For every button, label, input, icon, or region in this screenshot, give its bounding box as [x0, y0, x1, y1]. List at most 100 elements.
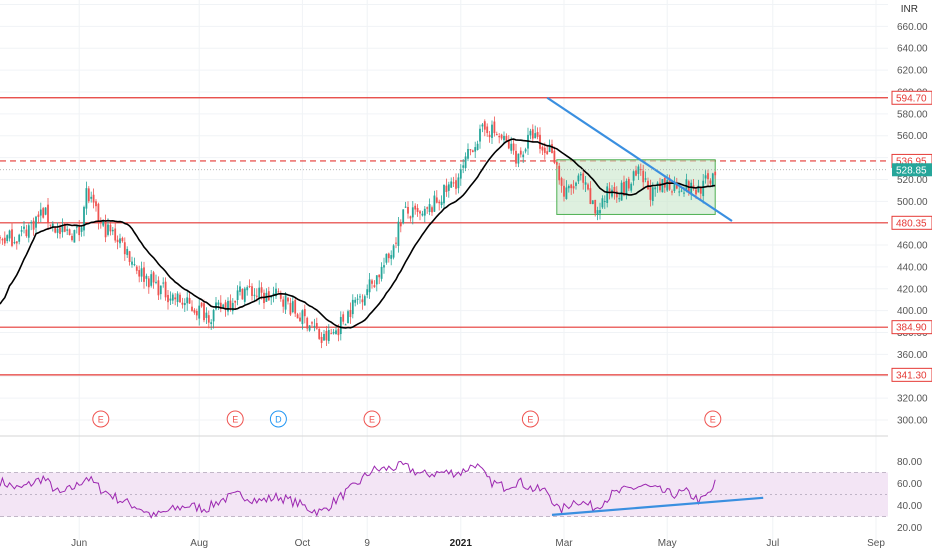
candle-body — [8, 230, 11, 239]
earnings-marker[interactable]: E — [704, 410, 722, 428]
candle-body — [243, 288, 246, 302]
candle-body — [327, 330, 330, 342]
price-tick-label: 360.00 — [897, 350, 928, 361]
event-circle — [704, 410, 722, 428]
candle-body — [515, 150, 517, 164]
candle-body — [301, 310, 304, 325]
level-price-label: 384.90 — [896, 323, 927, 334]
candle-body — [217, 302, 220, 305]
candle-body — [399, 222, 402, 227]
candle-body — [639, 169, 642, 171]
candle-body — [128, 251, 131, 262]
earnings-marker[interactable]: E — [92, 410, 110, 428]
candle-body — [18, 234, 21, 242]
candle-body — [488, 134, 491, 138]
candle-body — [83, 206, 85, 231]
candle-body — [512, 143, 515, 151]
dividend-marker[interactable]: D — [269, 410, 287, 428]
candle-body — [30, 222, 33, 224]
candle-body — [685, 179, 688, 191]
candle-body — [224, 302, 227, 310]
candle-body — [284, 295, 287, 310]
candle-body — [517, 153, 520, 164]
candle-body — [251, 286, 253, 296]
event-label: E — [527, 415, 533, 425]
level-price-label: 594.70 — [896, 93, 927, 104]
candle-body — [191, 306, 193, 311]
candle-body — [174, 297, 177, 300]
candle-body — [6, 235, 9, 241]
candle-body — [155, 281, 157, 283]
candle-body — [169, 298, 172, 301]
candle-body — [661, 179, 664, 193]
rsi-panel: 20.00 40.00 60.00 80.00 — [0, 457, 922, 534]
price-axis[interactable]: 300.00320.00340.00360.00380.00400.00420.… — [0, 22, 932, 427]
candle-body — [97, 203, 100, 223]
event-circle — [269, 410, 287, 428]
candle-body — [683, 192, 685, 194]
candle-body — [440, 201, 443, 205]
candle-body — [584, 182, 587, 185]
candle-body — [66, 229, 69, 231]
candle-body — [61, 225, 64, 233]
earnings-marker[interactable]: E — [226, 410, 244, 428]
candle-body — [68, 229, 71, 236]
price-tick-label: 460.00 — [897, 241, 928, 252]
candle-body — [613, 186, 616, 193]
earnings-marker[interactable]: E — [363, 410, 381, 428]
time-axis[interactable]: Jun Aug Oct 9 2021 Mar May Jul Sep — [71, 538, 885, 549]
candle-body — [567, 185, 570, 189]
candle-body — [620, 182, 623, 201]
candle-body — [157, 280, 160, 296]
candle-body — [207, 315, 210, 323]
candle-body — [587, 184, 589, 190]
candle-body — [73, 230, 76, 243]
candle-body — [457, 177, 460, 189]
candle-body — [445, 185, 448, 193]
candle-body — [44, 207, 47, 215]
candle-body — [575, 182, 577, 186]
candle-body — [483, 121, 486, 130]
candle-body — [699, 187, 702, 194]
candle-body — [0, 237, 1, 239]
candle-body — [104, 220, 107, 238]
candle-body — [330, 333, 333, 335]
candle-body — [15, 241, 18, 244]
candle-body — [464, 156, 467, 168]
candle-body — [486, 126, 489, 134]
candle-body — [543, 147, 546, 153]
event-circle — [521, 410, 539, 428]
candle-body — [536, 132, 539, 137]
candle-body — [23, 226, 25, 229]
price-trend-line — [546, 96, 733, 222]
candle-body — [131, 261, 133, 265]
candle-body — [231, 302, 234, 312]
earnings-marker[interactable]: E — [521, 410, 539, 428]
candle-body — [402, 209, 405, 224]
candle-body — [471, 150, 474, 153]
candle-body — [109, 224, 112, 232]
candle-body — [279, 293, 282, 299]
candle-body — [435, 197, 438, 203]
candle-body — [42, 208, 45, 218]
candle-body — [248, 285, 251, 287]
candle-body — [596, 210, 599, 215]
candle-body — [335, 330, 337, 334]
time-tick-label: Aug — [190, 538, 208, 549]
candle-body — [385, 253, 388, 263]
candle-body — [649, 186, 652, 200]
rsi-tick-label: 60.00 — [897, 479, 922, 490]
candle-body — [299, 317, 301, 322]
candle-body — [407, 206, 409, 214]
candle-body — [351, 299, 354, 315]
candle-body — [272, 293, 275, 296]
candle-body — [239, 286, 241, 292]
candle-body — [332, 331, 335, 334]
candle-body — [474, 147, 477, 152]
candle-body — [195, 310, 198, 316]
time-tick-label: Jun — [71, 538, 87, 549]
candle-body — [95, 201, 97, 207]
candle-body — [450, 181, 453, 188]
candle-body — [419, 211, 421, 214]
candle-body — [697, 185, 700, 193]
